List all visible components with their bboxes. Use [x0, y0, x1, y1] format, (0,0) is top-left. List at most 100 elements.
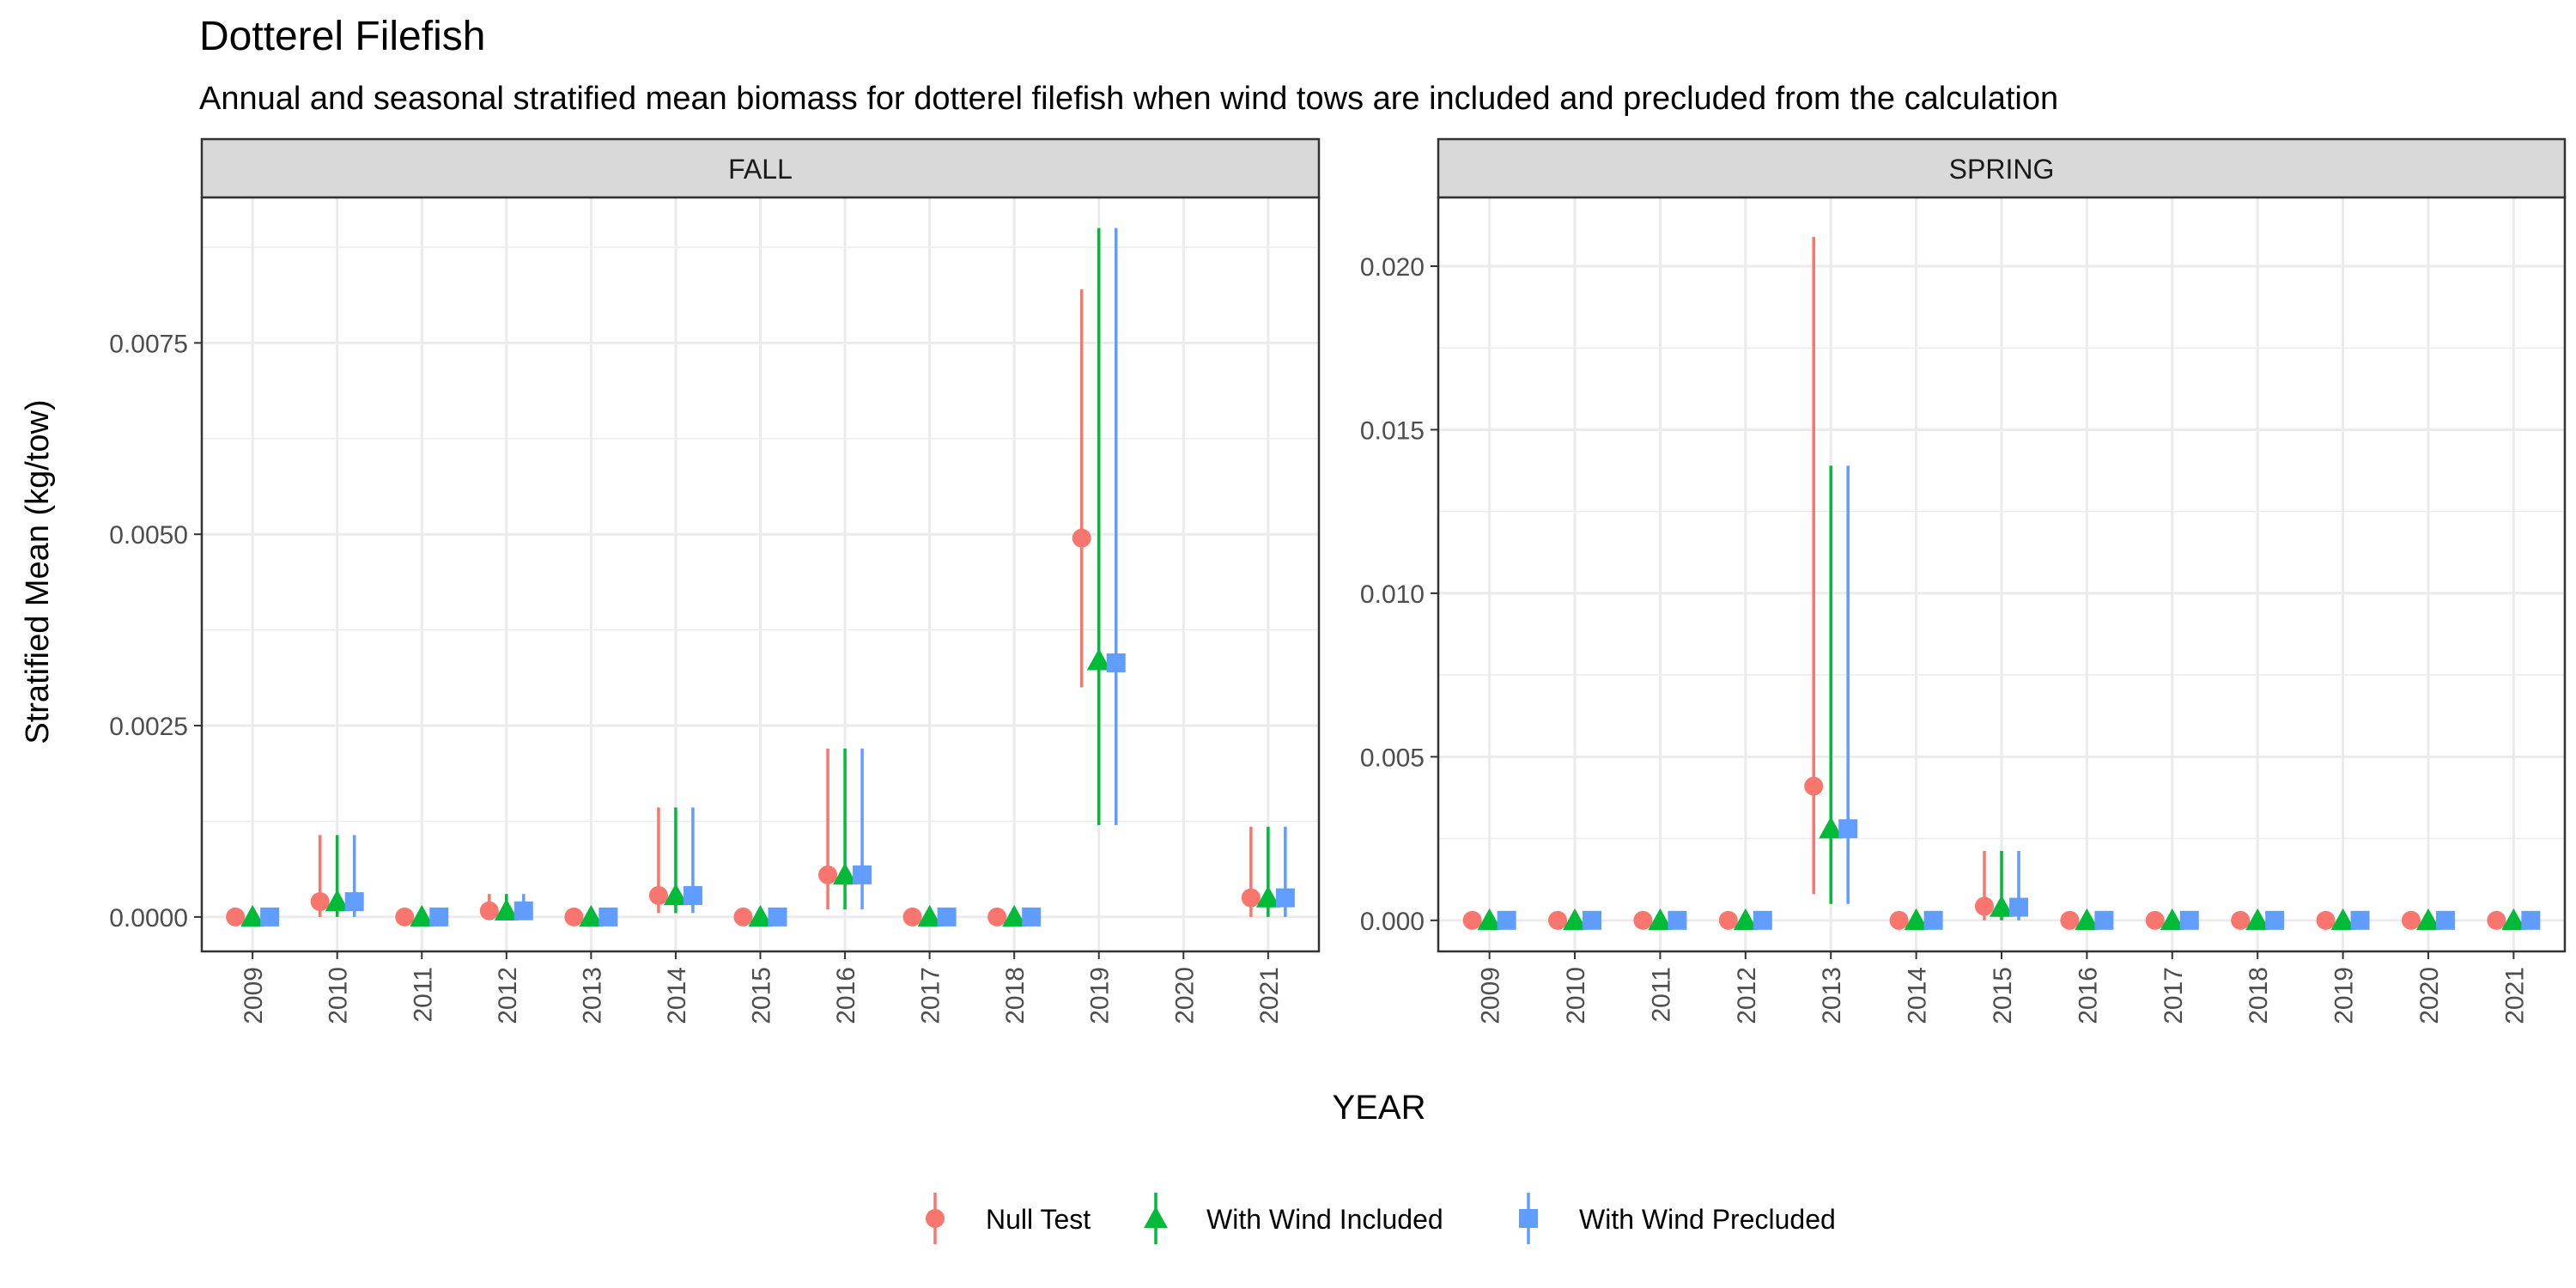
data-point: [2160, 908, 2184, 931]
data-point: [902, 907, 922, 927]
x-tick-label: 2012: [1733, 967, 1761, 1024]
data-point: [1804, 776, 1824, 796]
data-point: [853, 865, 872, 884]
x-tick-label: 2018: [1001, 967, 1030, 1024]
x-tick-label: 2020: [2415, 967, 2444, 1024]
facet-strip-label: SPRING: [1949, 154, 2055, 185]
data-point: [1990, 895, 2014, 917]
series-null-test: [1462, 236, 2506, 930]
chart-subtitle: Annual and seasonal stratified mean biom…: [199, 81, 2058, 117]
chart-title: Dotterel Filefish: [199, 14, 485, 59]
y-tick-label: 0.020: [1360, 253, 1425, 282]
series-with-wind-included: [1477, 465, 2526, 931]
data-point: [1497, 910, 1516, 930]
x-tick-label: 2010: [325, 967, 353, 1024]
data-point: [1753, 910, 1772, 930]
data-point: [2009, 897, 2028, 917]
data-point: [748, 904, 773, 927]
data-point: [1904, 908, 1929, 931]
data-point: [240, 904, 265, 927]
data-point: [410, 904, 434, 927]
panel-spring: SPRING 0.000 0.005 0.010 0.015 0.020 2009 2010 2…: [1360, 137, 2567, 1024]
data-point: [1072, 528, 1091, 548]
data-point: [494, 898, 519, 920]
data-point: [1838, 819, 1858, 839]
legend-key-circle-icon: [926, 1209, 945, 1228]
data-point: [2231, 910, 2251, 930]
data-point: [1275, 888, 1295, 908]
x-tick-label: 2009: [1477, 967, 1505, 1024]
y-tick-label: 0.015: [1360, 416, 1425, 445]
facet-strip: [200, 137, 1321, 199]
data-point: [2415, 908, 2440, 931]
legend-label: Null Test: [986, 1204, 1091, 1235]
data-point: [1718, 910, 1738, 930]
legend-item-null-test: Null Test: [926, 1193, 1091, 1244]
data-point: [344, 892, 364, 912]
data-point: [1889, 910, 1909, 930]
data-point: [1975, 896, 1994, 916]
legend-key-square-icon: [1519, 1209, 1538, 1228]
data-point: [1241, 888, 1261, 908]
series-null-test: [226, 289, 1261, 927]
x-tick-label: 2009: [240, 967, 268, 1024]
x-tick-label: 2017: [2160, 967, 2188, 1024]
data-point: [2521, 910, 2541, 930]
data-point: [733, 907, 753, 927]
legend: Null Test With Wind Included With Wind Pre…: [926, 1193, 1836, 1244]
x-tick-label: 2017: [917, 967, 945, 1024]
data-point: [1668, 910, 1687, 930]
x-tick-label: 2013: [1818, 967, 1846, 1024]
data-point: [2330, 908, 2355, 931]
data-point: [260, 907, 280, 927]
x-tick-label: 2016: [832, 967, 860, 1024]
x-tick-label: 2010: [1562, 967, 1590, 1024]
data-point: [395, 907, 415, 927]
series-with-wind-included: [240, 228, 1280, 927]
data-point: [2316, 910, 2336, 930]
data-point: [1462, 910, 1482, 930]
facet-panels: FALL 0.0000 0.0025 0.0050 0.0075 2009 2010 2011…: [109, 137, 2567, 1024]
data-point: [2435, 910, 2455, 930]
legend-label: With Wind Precluded: [1579, 1204, 1836, 1235]
data-point: [648, 885, 668, 905]
data-point: [833, 862, 858, 885]
panel-fall: FALL 0.0000 0.0025 0.0050 0.0075 2009 2010 2011…: [109, 137, 1321, 1024]
data-point: [1733, 908, 1758, 931]
x-tick-label: 2013: [578, 967, 606, 1024]
data-point: [937, 907, 957, 927]
x-tick-label: 2014: [663, 967, 691, 1024]
x-tick-label: 2018: [2245, 967, 2273, 1024]
data-point: [226, 907, 246, 927]
data-point: [564, 907, 584, 927]
x-tick-label: 2020: [1170, 967, 1199, 1024]
data-point: [2350, 910, 2370, 930]
data-point: [1819, 817, 1844, 839]
legend-key-triangle-icon: [1144, 1206, 1168, 1229]
x-tick-label: 2021: [2500, 967, 2529, 1024]
data-point: [479, 901, 499, 920]
legend-item-with-wind-included: With Wind Included: [1144, 1193, 1443, 1244]
data-point: [2501, 908, 2526, 931]
x-tick-label: 2015: [748, 967, 776, 1024]
series-with-wind-precluded: [1497, 465, 2541, 930]
data-point: [310, 892, 330, 912]
facet-strip-label: FALL: [728, 154, 793, 185]
x-tick-label: 2021: [1255, 967, 1284, 1024]
data-point: [579, 904, 604, 927]
data-point: [683, 885, 702, 905]
data-point: [663, 883, 688, 906]
legend-label: With Wind Included: [1206, 1204, 1443, 1235]
data-point: [2179, 910, 2199, 930]
data-point: [429, 907, 449, 927]
data-point: [2075, 908, 2099, 931]
y-tick-label: 0.000: [1360, 908, 1425, 936]
x-axis-label: YEAR: [1333, 1089, 1426, 1127]
facet-strip: [1437, 137, 2567, 199]
data-point: [2094, 910, 2114, 930]
data-point: [818, 865, 838, 884]
y-tick-label: 0.0025: [109, 713, 188, 741]
y-tick-label: 0.0050: [109, 521, 188, 550]
x-tick-label: 2015: [1989, 967, 2017, 1024]
data-point: [1648, 908, 1673, 931]
